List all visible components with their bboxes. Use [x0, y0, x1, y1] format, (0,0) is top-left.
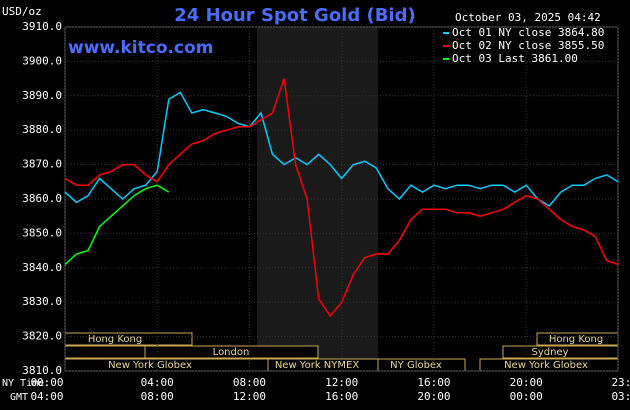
price-line — [64, 184, 170, 265]
y-tick-label: 3880.0 — [22, 123, 62, 136]
y-tick-label: 3890.0 — [22, 89, 62, 102]
x-tick-label: 08:00 — [233, 376, 266, 389]
x2-tick-label: 00:00 — [510, 390, 543, 403]
x2-tick-label: 04:00 — [30, 390, 63, 403]
y-tick-label: 3810.0 — [22, 364, 62, 377]
sessions: Hong Kong London New York Globex New Yor… — [64, 332, 619, 372]
x-tick-label: 20:00 — [510, 376, 543, 389]
session-label: Sydney — [531, 347, 568, 358]
session-box — [64, 345, 146, 359]
y-tick-label: 3910.0 — [22, 20, 62, 33]
y-tick-label: 3860.0 — [22, 192, 62, 205]
y-tick-label: 3830.0 — [22, 295, 62, 308]
price-line — [64, 91, 619, 207]
x-tick-label: 16:00 — [417, 376, 450, 389]
legend-label: Oct 02 NY close 3855.50 — [452, 39, 604, 52]
x-tick-label: 04:00 — [141, 376, 174, 389]
y-tick-label: 3850.0 — [22, 226, 62, 239]
session-box — [144, 345, 319, 359]
x2-tick-label: 20:00 — [417, 390, 450, 403]
x2-tick-label: 12:00 — [233, 390, 266, 403]
timestamp: October 03, 2025 04:42 — [455, 11, 601, 24]
chart-title: 24 Hour Spot Gold (Bid) — [174, 5, 415, 26]
x-axis-label: NY Time — [2, 378, 44, 389]
x-tick-label: 12:00 — [325, 376, 358, 389]
y-tick-label: 3870.0 — [22, 158, 62, 171]
x2-axis-label: GMT — [10, 392, 28, 403]
x2-tick-label: 16:00 — [325, 390, 358, 403]
x-tick-label: 23:59 — [611, 376, 630, 389]
unit-label: USD/oz — [2, 5, 42, 18]
price-line — [64, 78, 619, 318]
y-tick-label: 3840.0 — [22, 261, 62, 274]
x-tick-label: 00:00 — [30, 376, 63, 389]
site-label: www.kitco.com — [68, 38, 213, 58]
session-label: New York NYMEX — [275, 360, 360, 371]
session-label: New York Globex — [108, 360, 192, 371]
x2-tick-label: 08:00 — [141, 390, 174, 403]
session-label: NY Globex — [390, 360, 442, 371]
session-label: New York Globex — [504, 360, 588, 371]
session-label: Hong Kong — [88, 334, 142, 345]
y-tick-label: 3820.0 — [22, 330, 62, 343]
legend-label: Oct 03 Last 3861.00 — [452, 52, 578, 65]
session-label: Hong Kong — [549, 334, 603, 345]
y-tick-label: 3900.0 — [22, 54, 62, 67]
legend-label: Oct 01 NY close 3864.80 — [452, 26, 604, 39]
x2-tick-label: 03:59 — [611, 390, 630, 403]
session-label: London — [213, 347, 250, 358]
